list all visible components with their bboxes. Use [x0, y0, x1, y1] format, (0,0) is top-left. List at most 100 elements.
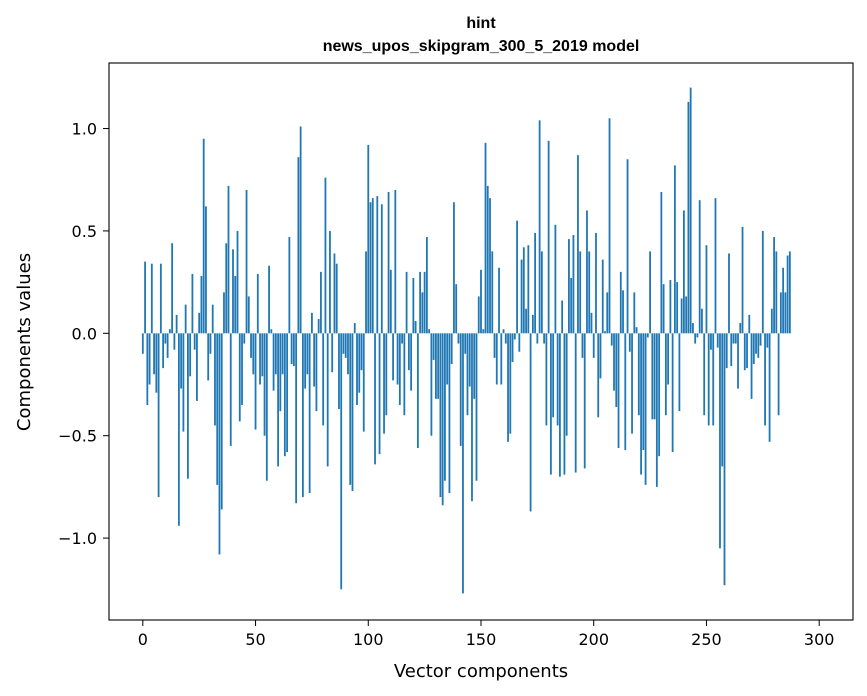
bar [714, 198, 717, 334]
bar [464, 333, 467, 354]
bar [556, 333, 559, 426]
bar [425, 237, 428, 334]
bar [579, 251, 582, 334]
bar [184, 304, 187, 334]
bar [739, 323, 742, 334]
bar [387, 192, 390, 334]
bar [604, 331, 606, 334]
bar [320, 271, 322, 334]
y-tick-label: 1.0 [72, 120, 97, 139]
bar [536, 333, 539, 344]
bar [498, 267, 500, 334]
bar [610, 333, 613, 346]
bar [166, 333, 169, 358]
bar [308, 333, 311, 494]
bar [482, 329, 485, 334]
bar [317, 318, 320, 334]
bar [734, 333, 737, 344]
bar [259, 333, 261, 385]
bar [268, 265, 270, 334]
bar [480, 269, 482, 334]
bar [389, 269, 392, 334]
bar [662, 284, 665, 334]
bar [286, 333, 289, 453]
bar [200, 275, 203, 334]
bar [265, 333, 268, 481]
x-tick-label: 0 [138, 630, 148, 649]
bar [416, 333, 419, 448]
bar [211, 304, 214, 334]
bar [495, 333, 498, 385]
bar [342, 333, 345, 354]
bar [563, 333, 566, 475]
bar [651, 333, 654, 420]
bar [549, 333, 552, 475]
bar [421, 292, 424, 334]
bar [710, 333, 712, 350]
bar [565, 333, 568, 436]
bar [450, 333, 453, 365]
bar [502, 329, 505, 334]
bar [588, 251, 591, 334]
bar [299, 126, 302, 334]
bar [272, 333, 275, 391]
bar [371, 198, 374, 334]
bar [191, 273, 194, 334]
bar [369, 202, 372, 334]
bar [545, 333, 548, 426]
bar [353, 323, 356, 334]
bar [256, 273, 259, 334]
bar [786, 255, 789, 334]
bar [295, 333, 298, 504]
bar [356, 333, 358, 405]
bar [333, 253, 336, 334]
bar [516, 220, 518, 334]
bar [288, 237, 291, 334]
bar [277, 333, 279, 467]
bar [770, 308, 773, 334]
bar [538, 120, 541, 334]
bar [241, 333, 243, 405]
bar [245, 189, 248, 334]
y-tick-label: −1.0 [58, 529, 97, 548]
bar [238, 333, 241, 422]
bar [531, 314, 534, 334]
bar [283, 333, 286, 457]
plot-frame [108, 62, 854, 621]
bar [423, 271, 426, 334]
bar [773, 237, 775, 334]
bar [148, 333, 151, 385]
bar [561, 300, 564, 334]
bar [583, 333, 586, 469]
bar [624, 333, 627, 451]
bar [232, 249, 234, 334]
x-tick-label: 100 [353, 630, 384, 649]
bar [728, 253, 730, 334]
bar [457, 333, 460, 344]
bar [290, 333, 293, 365]
bar [529, 333, 532, 512]
bar [351, 333, 354, 491]
bar [141, 333, 144, 354]
bar [552, 333, 555, 418]
x-ticks: 0 50 100 150 200 250 300 [138, 620, 834, 649]
bar [768, 333, 771, 442]
y-ticks: −1.0 −0.5 0.0 0.5 1.0 [58, 120, 109, 548]
bar [338, 333, 340, 410]
bar [737, 333, 739, 389]
bar [777, 333, 780, 416]
bar [689, 87, 692, 334]
bar [599, 333, 602, 379]
bar [617, 333, 620, 448]
bar [144, 261, 146, 334]
bar [150, 263, 153, 334]
bar [270, 329, 273, 334]
bar [430, 333, 433, 436]
bar [527, 245, 530, 334]
bar [597, 333, 600, 418]
bar [633, 292, 636, 334]
bar [543, 333, 546, 344]
bar [766, 333, 769, 348]
bar [637, 333, 640, 416]
bar [761, 230, 764, 334]
